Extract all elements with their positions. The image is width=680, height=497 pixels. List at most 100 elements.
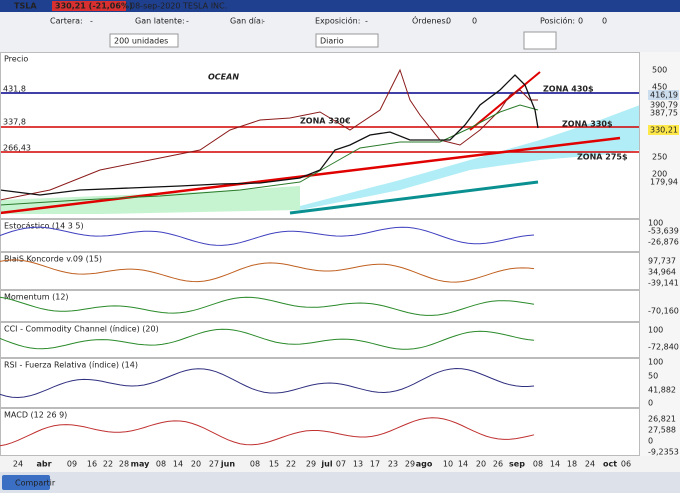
panel-title: CCI - Commodity Channel (índice) (20) bbox=[4, 325, 159, 334]
panel-title: BlaiS Koncorde v.09 (15) bbox=[4, 255, 102, 264]
x-tick-label: 22 bbox=[286, 460, 296, 469]
chart-type-button[interactable] bbox=[523, 31, 557, 50]
position-short: 0 bbox=[602, 17, 607, 26]
indicator-line bbox=[0, 328, 535, 350]
axis-label: 27,588 bbox=[648, 426, 676, 435]
account-value: - bbox=[262, 17, 265, 26]
zone-label: ZONA 330$ bbox=[562, 120, 613, 129]
panel bbox=[0, 358, 640, 408]
x-tick-label: 28 bbox=[119, 460, 129, 469]
axis-label: 200 bbox=[652, 170, 667, 179]
x-tick-label: 14 bbox=[550, 460, 560, 469]
quote-box bbox=[52, 1, 126, 11]
x-tick-label: 07 bbox=[336, 460, 346, 469]
price-tag: 387,75 bbox=[650, 109, 678, 118]
x-tick-label: 08 bbox=[250, 460, 260, 469]
quote: 330,21 (-21,06%) bbox=[55, 2, 133, 11]
panel-title: MACD (12 26 9) bbox=[4, 411, 67, 420]
price-line bbox=[0, 74, 539, 196]
zone-label: ZONA 275$ bbox=[577, 153, 628, 162]
zone-label: ZONA 430$ bbox=[543, 85, 594, 94]
orders-label: Órdenes: bbox=[412, 15, 448, 26]
x-tick-label: 20 bbox=[476, 460, 486, 469]
account-value: - bbox=[186, 17, 189, 26]
period-select[interactable] bbox=[315, 33, 379, 48]
x-tick-label: 20 bbox=[191, 460, 201, 469]
axis-label: 34,964 bbox=[648, 268, 676, 277]
x-tick-label: sep bbox=[509, 460, 525, 469]
position-label: Posición: bbox=[540, 16, 575, 26]
indicator-line bbox=[0, 367, 535, 399]
x-axis bbox=[0, 456, 680, 472]
panel-title: RSI - Fuerza Relativa (índice) (14) bbox=[4, 361, 138, 370]
level-label: 266,43 bbox=[3, 144, 31, 153]
price-tag-bg bbox=[648, 125, 679, 135]
axis-label: -39,141 bbox=[648, 279, 679, 288]
panel bbox=[0, 252, 640, 290]
x-tick-label: 23 bbox=[388, 460, 398, 469]
x-tick-label: 22 bbox=[103, 460, 113, 469]
x-tick-label: 08 bbox=[156, 460, 166, 469]
quantity: 200 unidades bbox=[114, 37, 168, 46]
x-tick-label: 15 bbox=[269, 460, 279, 469]
panel-title: Estocástico (14 3 5) bbox=[4, 222, 84, 231]
share-button[interactable] bbox=[2, 475, 50, 490]
title-bar bbox=[0, 0, 680, 12]
symbol: TSLA bbox=[14, 2, 37, 11]
axis-label: 500 bbox=[652, 66, 667, 75]
axis-label: 50 bbox=[648, 372, 658, 381]
x-tick-label: abr bbox=[36, 460, 51, 469]
right-axis bbox=[640, 52, 680, 470]
x-tick-label: oct bbox=[603, 460, 617, 469]
axis-label: 0 bbox=[648, 399, 653, 408]
account-label: Exposición: bbox=[315, 16, 360, 26]
axis-label: 41,882 bbox=[648, 386, 676, 395]
quantity-select[interactable] bbox=[109, 33, 179, 48]
cloud bbox=[0, 186, 300, 214]
indicator-line bbox=[0, 417, 535, 447]
trend-line bbox=[0, 136, 621, 215]
axis-label: 97,737 bbox=[648, 257, 676, 266]
x-tick-label: 13 bbox=[353, 460, 363, 469]
indicator-line bbox=[0, 259, 535, 283]
axis-label: 250 bbox=[652, 153, 667, 162]
axis-label: -70,160 bbox=[648, 307, 679, 316]
price-tag: 330,21 bbox=[650, 126, 678, 135]
axis-label: -53,639 bbox=[648, 227, 679, 236]
x-tick-label: 29 bbox=[405, 460, 415, 469]
x-tick-label: 27 bbox=[209, 460, 219, 469]
panel-title: Momentum (12) bbox=[4, 293, 69, 302]
axis-label: 26,821 bbox=[648, 415, 676, 424]
panel bbox=[0, 290, 640, 322]
x-tick-label: 14 bbox=[458, 460, 468, 469]
axis-label: 450 bbox=[652, 83, 667, 92]
price-tag: 179,94 bbox=[650, 178, 678, 187]
x-tick-label: 17 bbox=[370, 460, 380, 469]
x-tick-label: jul bbox=[320, 460, 332, 469]
axis-label: 0 bbox=[648, 437, 653, 446]
zone-label: ZONA 330€ bbox=[300, 117, 351, 126]
compare-line bbox=[0, 68, 538, 201]
watermark: OCEAN bbox=[208, 73, 239, 82]
x-tick-label: 26 bbox=[493, 460, 503, 469]
x-tick-label: 29 bbox=[306, 460, 316, 469]
panel-title: Precio bbox=[4, 55, 28, 64]
account-value: - bbox=[90, 17, 93, 26]
axis-label: 100 bbox=[648, 326, 663, 335]
orders-sell: 0 bbox=[472, 17, 477, 26]
x-tick-label: 10 bbox=[443, 460, 453, 469]
axis-label: -72,840 bbox=[648, 343, 679, 352]
x-tick-label: jun bbox=[220, 460, 235, 469]
price-tag: 390,79 bbox=[650, 101, 678, 110]
x-tick-label: ago bbox=[416, 460, 433, 469]
panel bbox=[0, 408, 640, 456]
position-long: 0 bbox=[578, 17, 583, 26]
x-tick-label: 24 bbox=[13, 460, 23, 469]
share-label[interactable]: Compartir bbox=[15, 479, 56, 488]
x-tick-label: 06 bbox=[621, 460, 631, 469]
account-label: Gan latente: bbox=[135, 17, 185, 26]
price-tag: 416,19 bbox=[650, 91, 678, 100]
panel bbox=[0, 219, 640, 252]
x-tick-label: 08 bbox=[533, 460, 543, 469]
axis-label: -26,876 bbox=[648, 238, 679, 247]
